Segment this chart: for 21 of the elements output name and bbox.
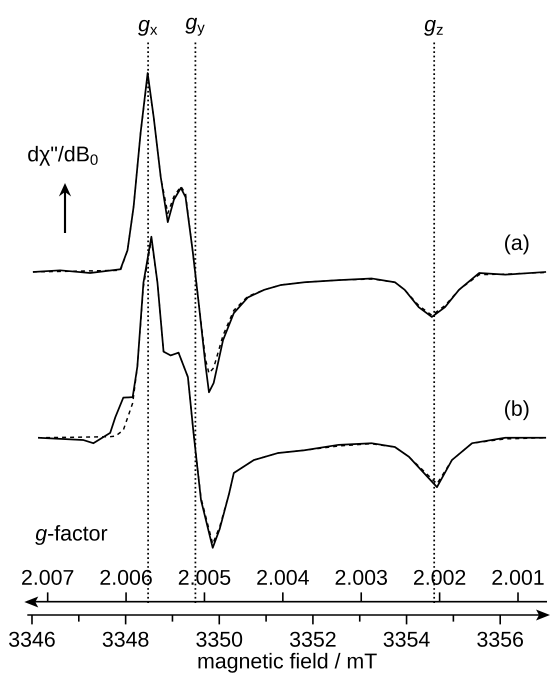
ref-line-label: g$_{z}$	[424, 20, 443, 36]
x-tick-label: 3348	[102, 632, 148, 647]
x-tick-label: 3354	[384, 632, 430, 647]
x2-tick-label: 2.002	[414, 570, 466, 585]
x-tick-label: 3346	[9, 632, 55, 647]
x2-tick-label: 2.005	[178, 570, 230, 585]
x2-tick-label: 2.007	[22, 570, 74, 585]
series-label: (b)	[505, 400, 528, 420]
ref-line-label: g$_{x}$	[138, 20, 158, 36]
x2-tick-label: 2.004	[257, 570, 309, 585]
x2-tick-label: 2.001	[492, 570, 544, 585]
x-axis-title: magnetic field / mT	[198, 652, 377, 673]
x2-tick-label: 2.006	[100, 570, 152, 585]
series-label: (a)	[505, 234, 528, 254]
x-tick-label: 3350	[196, 632, 242, 647]
y-axis-title: dχ"/dB$_{0}$	[28, 146, 98, 166]
x-tick-label: 3356	[477, 632, 523, 647]
x-tick-label: 3352	[290, 632, 336, 647]
x2-tick-label: 2.003	[336, 570, 387, 585]
x2-axis-title: g-factor	[35, 525, 108, 545]
ref-line-label: g$_{y}$	[185, 18, 205, 36]
